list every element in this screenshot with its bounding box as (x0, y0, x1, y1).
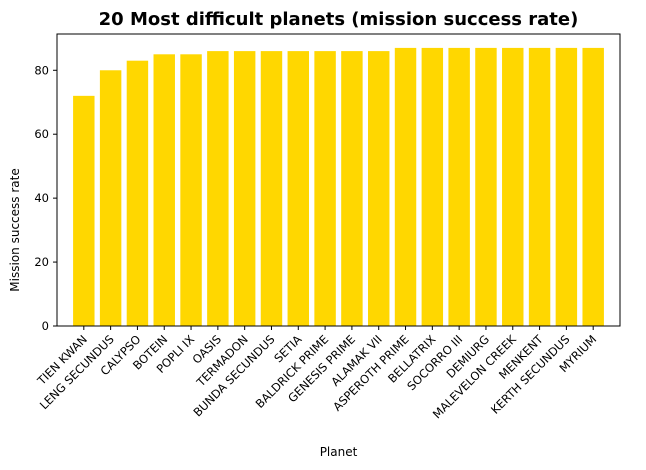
y-axis-label: Mission success rate (8, 168, 22, 291)
bar-asperoth-prime (394, 47, 417, 327)
bar-myrium (582, 47, 604, 327)
bars-group (73, 47, 604, 327)
y-tick-label: 40 (34, 191, 49, 205)
y-tick-label: 20 (34, 255, 49, 269)
bar-malevelon-creek (502, 47, 524, 327)
bar-calypso (126, 60, 149, 327)
bar-setia (287, 51, 310, 326)
bar-menkent (528, 47, 551, 327)
y-tick-label: 60 (34, 127, 49, 141)
bar-demiurg (475, 47, 497, 327)
bar-popli-ix (180, 54, 202, 326)
bar-oasis (207, 51, 229, 326)
bar-bunda-secundus (260, 51, 283, 326)
x-axis-label: Planet (320, 445, 358, 459)
y-tick-label: 0 (42, 319, 49, 333)
y-axis-ticks: 0 20 40 60 80 (34, 63, 57, 333)
bar-alamak-vii (367, 51, 390, 326)
bar-termadon (233, 51, 256, 326)
bar-botein (153, 54, 175, 326)
bar-genesis-prime (341, 51, 363, 326)
bar-leng-secundus (99, 70, 122, 326)
bar-kerth-secundus (555, 47, 578, 327)
plot-frame (56, 33, 621, 327)
chart-title: 20 Most difficult planets (mission succe… (99, 9, 579, 30)
bar-socorro-iii (448, 47, 470, 327)
bar-baldrick-prime (314, 51, 336, 326)
bar-bellatrix (421, 47, 444, 327)
y-tick-label: 80 (34, 63, 49, 77)
bar-tien-kwan (73, 95, 95, 326)
